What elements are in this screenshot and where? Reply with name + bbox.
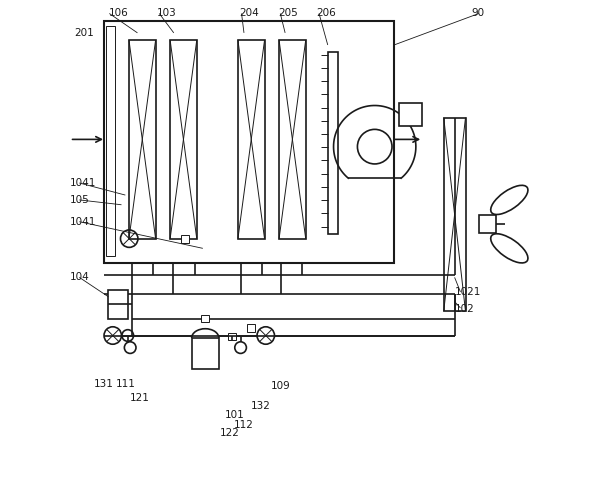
Bar <box>247 324 255 332</box>
Ellipse shape <box>491 234 528 263</box>
Text: 111: 111 <box>116 379 136 389</box>
Bar <box>279 40 306 239</box>
Text: 101: 101 <box>225 411 244 420</box>
Bar <box>106 26 114 256</box>
Text: 205: 205 <box>278 8 298 19</box>
Bar <box>202 315 209 322</box>
Bar <box>228 333 236 340</box>
Ellipse shape <box>491 186 528 214</box>
Text: 1041: 1041 <box>69 178 96 188</box>
Text: 1041: 1041 <box>69 217 96 227</box>
Text: 106: 106 <box>108 8 128 19</box>
Bar <box>170 40 197 239</box>
Text: 90: 90 <box>471 8 485 19</box>
Bar <box>129 40 156 239</box>
Bar <box>400 103 422 126</box>
Text: 122: 122 <box>220 428 239 438</box>
Text: 112: 112 <box>234 420 254 430</box>
Text: 1021: 1021 <box>454 287 481 297</box>
Text: 104: 104 <box>69 272 90 282</box>
Text: 103: 103 <box>157 8 177 19</box>
Bar <box>444 117 465 311</box>
Bar <box>479 215 496 233</box>
Text: 121: 121 <box>130 393 150 403</box>
Bar <box>104 21 394 263</box>
Text: 201: 201 <box>74 28 94 38</box>
Bar <box>328 52 339 234</box>
Text: 204: 204 <box>239 8 259 19</box>
Text: 102: 102 <box>454 304 474 314</box>
Bar <box>181 235 189 243</box>
Text: 131: 131 <box>94 379 114 389</box>
Text: 206: 206 <box>317 8 336 19</box>
Bar <box>108 289 128 318</box>
Bar <box>192 338 219 370</box>
Text: 132: 132 <box>252 401 271 411</box>
Text: 109: 109 <box>270 381 290 392</box>
Bar <box>238 40 264 239</box>
Text: 105: 105 <box>69 195 90 205</box>
